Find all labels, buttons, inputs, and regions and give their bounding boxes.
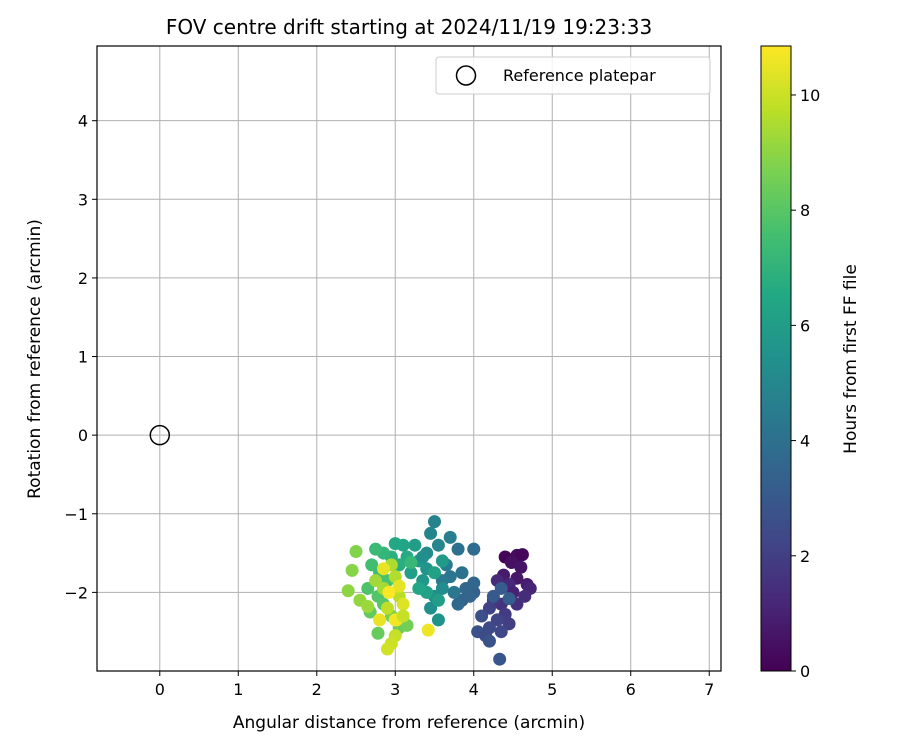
x-axis-ticks: 0 1 2 3 4 5 6 7	[155, 671, 714, 699]
data-point	[404, 556, 418, 570]
data-point	[382, 585, 396, 599]
legend: Reference platepar	[435, 56, 711, 95]
y-tick-label: −2	[64, 583, 88, 602]
x-tick-label: 4	[469, 680, 479, 699]
data-point	[349, 545, 363, 559]
colorbar-tick-label: 0	[800, 662, 810, 681]
y-tick-label: −1	[64, 505, 88, 524]
data-point	[518, 589, 532, 603]
colorbar-tick-label: 10	[800, 86, 820, 105]
data-point	[431, 538, 445, 552]
x-tick-label: 2	[312, 680, 322, 699]
x-tick-label: 1	[233, 680, 243, 699]
data-point	[467, 576, 481, 590]
data-point	[412, 581, 426, 595]
data-point	[365, 558, 379, 572]
x-tick-label: 0	[155, 680, 165, 699]
data-point	[490, 613, 504, 627]
colorbar-tick-label: 2	[800, 547, 810, 566]
colorbar-label: Hours from first FF file	[841, 264, 861, 454]
colorbar-tick-label: 4	[800, 432, 810, 451]
data-point	[493, 652, 507, 666]
data-point	[396, 597, 410, 611]
data-point	[388, 537, 402, 551]
data-point	[455, 566, 469, 580]
data-point	[428, 515, 442, 529]
data-points	[341, 515, 537, 666]
x-tick-label: 3	[390, 680, 400, 699]
data-point	[380, 642, 394, 656]
colorbar-tick-label: 6	[800, 316, 810, 335]
legend-label: Reference platepar	[503, 66, 656, 85]
y-axis-ticks: −2 −1 0 1 2 3 4	[64, 112, 97, 602]
data-point	[416, 550, 430, 564]
data-point	[380, 601, 394, 615]
data-point	[515, 548, 529, 562]
data-point	[502, 617, 516, 631]
legend-box	[435, 56, 711, 95]
data-point	[376, 562, 390, 576]
chart-title: FOV centre drift starting at 2024/11/19 …	[166, 15, 652, 39]
data-point	[431, 613, 445, 627]
colorbar: 0 2 4 6 8 10 Hours from first FF file	[760, 45, 861, 681]
data-point	[428, 566, 442, 580]
y-tick-label: 1	[78, 348, 88, 367]
data-point	[435, 554, 449, 568]
axes-frame	[96, 45, 722, 672]
x-tick-label: 6	[626, 680, 636, 699]
data-point	[482, 601, 496, 615]
y-tick-label: 4	[78, 112, 88, 131]
colorbar-ticks: 0 2 4 6 8 10	[791, 86, 820, 681]
data-point	[514, 560, 528, 574]
data-point	[486, 589, 500, 603]
data-point	[408, 538, 422, 552]
data-point	[371, 626, 385, 640]
data-point	[494, 581, 508, 595]
data-point	[361, 600, 375, 614]
colorbar-gradient	[760, 45, 792, 672]
data-point	[451, 597, 465, 611]
data-point	[361, 581, 375, 595]
data-point	[443, 530, 457, 544]
colorbar-tick-label: 8	[800, 201, 810, 220]
data-point	[404, 566, 418, 580]
data-point	[482, 634, 496, 648]
data-point	[447, 585, 461, 599]
data-point	[494, 625, 508, 639]
data-point	[451, 542, 465, 556]
data-point	[424, 526, 438, 540]
data-point	[373, 613, 387, 627]
data-point	[424, 601, 438, 615]
data-point	[369, 542, 383, 556]
data-point	[396, 609, 410, 623]
data-point	[341, 584, 355, 598]
data-point	[431, 593, 445, 607]
data-point	[502, 592, 516, 606]
data-point	[392, 579, 406, 593]
legend-marker	[455, 65, 477, 86]
x-tick-label: 5	[547, 680, 557, 699]
x-tick-label: 7	[704, 680, 714, 699]
reference-platepar-marker	[149, 424, 171, 446]
data-point	[475, 609, 489, 623]
data-point	[345, 563, 359, 577]
y-tick-label: 2	[78, 269, 88, 288]
x-axis-label: Angular distance from reference (arcmin)	[233, 713, 585, 733]
y-tick-label: 0	[78, 426, 88, 445]
grid-lines	[97, 46, 721, 671]
data-point	[463, 589, 477, 603]
y-tick-label: 3	[78, 190, 88, 209]
data-point	[369, 574, 383, 588]
data-point	[467, 542, 481, 556]
y-axis-label: Rotation from reference (arcmin)	[25, 219, 45, 499]
data-point	[435, 581, 449, 595]
data-point	[421, 623, 435, 637]
